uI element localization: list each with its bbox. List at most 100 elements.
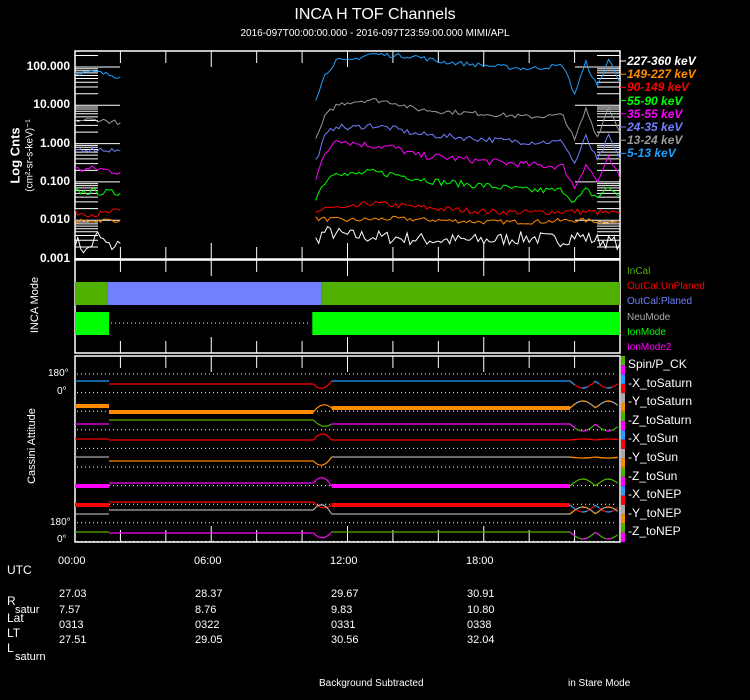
attitude-colorbar-segment [621, 393, 625, 403]
ephemeris-value: 0338 [467, 619, 492, 631]
mode-legend-entry: IonMode2 [627, 342, 672, 353]
ephemeris-value: 29.67 [331, 588, 359, 600]
series-line-0 [315, 225, 621, 251]
attitude-wiggle [312, 404, 333, 413]
attitude-colorbar-segment [621, 402, 625, 412]
series-line-6 [74, 118, 121, 126]
time-tick-label: 12:00 [330, 555, 358, 567]
mode-legend-entry: OutCal:UnPlaned [627, 281, 705, 293]
attitude-ytick: 0° [57, 386, 67, 397]
y-axis-label: Log Cnts [7, 127, 23, 184]
attitude-colorbar-segment [621, 449, 625, 459]
ephemeris-row-label: L [7, 641, 14, 655]
mode-legend-entry: NeuMode [627, 311, 671, 323]
attitude-ytick: 180° [48, 368, 69, 379]
ephemeris-value: 7.57 [59, 604, 81, 616]
attitude-axis-label: Cassini Attitude [26, 408, 38, 484]
cal-segment [321, 282, 620, 305]
attitude-oscillation [568, 504, 619, 513]
attitude-colorbar-segment [621, 523, 625, 533]
attitude-colorbar-segment [621, 458, 625, 468]
attitude-oscillation [568, 380, 619, 389]
mode-legend-entry: IonMode [627, 326, 666, 338]
cal-segment [75, 282, 108, 305]
attitude-colorbar-segment [621, 532, 625, 542]
y-tick-label: 0.010 [39, 212, 70, 227]
attitude-oscillation [568, 400, 619, 409]
attitude-colorbar-segment [621, 356, 625, 366]
time-tick-label: 18:00 [466, 555, 494, 567]
attitude-wiggle [312, 433, 333, 441]
ephemeris-row-label: R [7, 594, 16, 608]
attitude-panel-frame [74, 355, 621, 543]
series-line-3 [74, 188, 121, 196]
legend-entry: 90-149 keV [627, 80, 690, 95]
series-line-5 [74, 146, 121, 153]
attitude-colorbar-segment [621, 514, 625, 524]
legend-entry: 55-90 keV [627, 93, 683, 108]
legend-entry: 227-360 keV [627, 54, 696, 68]
attitude-wiggle [312, 380, 333, 389]
y-tick-label: 1.000 [39, 135, 70, 150]
ephemeris-value: 30.91 [467, 588, 495, 600]
series-line-0 [74, 231, 121, 254]
legend-entry: 13-24 keV [627, 133, 683, 148]
attitude-legend-entry: -Z_toSaturn [628, 412, 692, 427]
legend-entry: 24-35 keV [627, 120, 683, 134]
attitude-wiggle [312, 501, 332, 509]
attitude-oscillation [568, 478, 619, 487]
legend-entry: 149-227 keV [627, 67, 696, 82]
ephemeris-row-label: Lat [7, 611, 24, 625]
attitude-colorbar-segment [621, 430, 625, 440]
attitude-wiggle [312, 477, 333, 487]
attitude-oscillation [568, 531, 619, 540]
ephemeris-row-label: LT [7, 626, 21, 640]
ephemeris-value: 9.83 [331, 604, 353, 616]
y-tick-label: 100.000 [26, 59, 70, 73]
attitude-legend-entry: -Y_toNEP [628, 505, 682, 520]
ephemeris-value: 0322 [195, 619, 220, 631]
attitude-colorbar-segment [621, 486, 625, 496]
chart-subtitle: 2016-097T00:00:00.000 - 2016-097T23:59:0… [240, 28, 510, 39]
time-tick-label: 06:00 [194, 555, 222, 567]
attitude-colorbar-segment [621, 495, 625, 505]
attitude-oscillation [568, 423, 619, 432]
attitude-colorbar-segment [621, 476, 625, 487]
ephemeris-row-sublabel: satur [15, 604, 40, 616]
series-line-5 [315, 123, 621, 165]
ephemeris-value: 30.56 [331, 634, 359, 646]
attitude-colorbar-segment [621, 365, 625, 375]
attitude-legend-entry: -X_toSaturn [628, 375, 693, 390]
series-line-7 [74, 70, 121, 79]
ephemeris-value: 32.04 [467, 634, 495, 646]
series-line-4 [74, 165, 121, 175]
attitude-colorbar-segment [621, 421, 625, 431]
cal-segment [107, 282, 322, 305]
time-tick-label: 00:00 [58, 555, 86, 567]
attitude-wiggle [312, 531, 333, 539]
ephemeris-value: 27.03 [59, 588, 87, 600]
attitude-ytick: 180° [50, 517, 71, 528]
series-line-2 [74, 208, 121, 218]
attitude-oscillation [568, 380, 619, 389]
attitude-wiggle [312, 419, 332, 427]
series-line-2 [315, 200, 621, 216]
attitude-colorbar-segment [621, 504, 625, 515]
attitude-legend-entry: -Y_toSun [628, 450, 679, 464]
mode-axis-label: INCA Mode [29, 276, 41, 334]
footer-right: in Stare Mode [568, 678, 631, 689]
attitude-oscillation [568, 531, 619, 540]
series-line-4 [315, 140, 621, 190]
attitude-wiggle [312, 504, 333, 515]
ephemeris-value: 8.76 [195, 604, 217, 616]
series-line-3 [315, 168, 621, 203]
attitude-colorbar-segment [621, 467, 625, 477]
attitude-oscillation [569, 456, 618, 459]
attitude-legend-entry: -Z_toSun [628, 468, 678, 483]
attitude-legend-entry: -Y_toSaturn [628, 394, 693, 409]
legend-entry: 35-55 keV [627, 106, 683, 121]
attitude-legend-entry: -X_toSun [628, 431, 679, 446]
y-tick-label: 0.100 [39, 173, 70, 188]
ephemeris-value: 10.80 [467, 604, 495, 616]
